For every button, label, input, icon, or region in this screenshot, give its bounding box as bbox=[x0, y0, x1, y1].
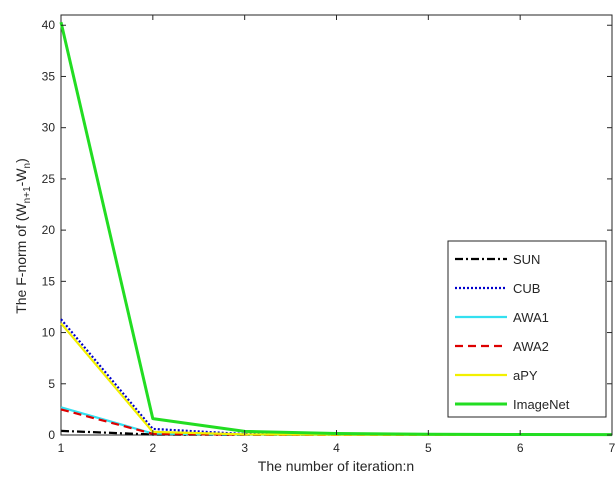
legend-label-cub: CUB bbox=[513, 281, 540, 296]
x-tick-label: 7 bbox=[609, 441, 616, 455]
legend: SUN CUB AWA1 AWA2 aPY ImageNet bbox=[447, 240, 607, 418]
legend-box bbox=[447, 240, 607, 418]
legend-label-awa2: AWA2 bbox=[513, 339, 549, 354]
y-axis-label-sub-1: n+1 bbox=[22, 186, 33, 203]
y-tick-label: 40 bbox=[42, 18, 56, 32]
x-tick-label: 4 bbox=[333, 441, 340, 455]
y-tick-label: 5 bbox=[48, 377, 55, 391]
y-axis-label: The F-norm of (Wn+1-Wn) bbox=[13, 158, 33, 314]
x-axis-label: The number of iteration:n bbox=[258, 458, 414, 474]
legend-entries: SUN CUB AWA1 AWA2 aPY ImageNet bbox=[455, 252, 570, 412]
legend-label-sun: SUN bbox=[513, 252, 540, 267]
y-axis-label-prefix: The F-norm of (W bbox=[13, 203, 29, 314]
legend-label-apy: aPY bbox=[513, 368, 538, 383]
y-axis-label-sub-2: n bbox=[22, 163, 33, 169]
legend-label-imagenet: ImageNet bbox=[513, 397, 570, 412]
y-tick-label: 25 bbox=[42, 172, 56, 186]
legend-label-awa1: AWA1 bbox=[513, 310, 549, 325]
y-tick-label: 0 bbox=[48, 428, 55, 442]
ticks-group: 1 2 3 4 5 6 7 0 5 10 15 20 25 30 35 40 bbox=[42, 15, 616, 455]
x-tick-label: 5 bbox=[425, 441, 432, 455]
x-tick-label: 1 bbox=[58, 441, 65, 455]
y-axis-label-mid: -W bbox=[13, 168, 29, 187]
y-tick-label: 30 bbox=[42, 121, 56, 135]
x-tick-label: 2 bbox=[149, 441, 156, 455]
x-tick-label: 3 bbox=[241, 441, 248, 455]
y-axis-label-suffix: ) bbox=[13, 158, 29, 163]
y-tick-label: 10 bbox=[42, 326, 56, 340]
y-tick-label: 20 bbox=[42, 223, 56, 237]
x-tick-label: 6 bbox=[517, 441, 524, 455]
y-tick-label: 15 bbox=[42, 274, 56, 288]
y-tick-label: 35 bbox=[42, 69, 56, 83]
